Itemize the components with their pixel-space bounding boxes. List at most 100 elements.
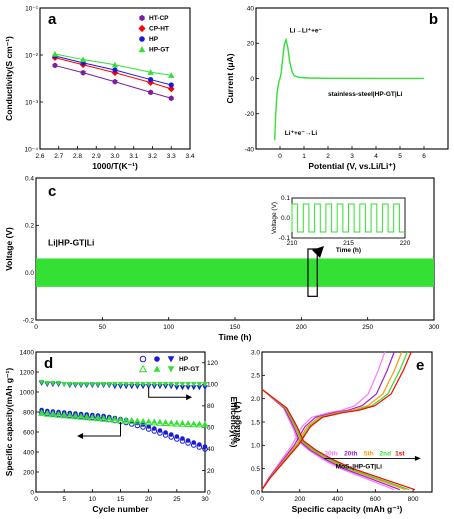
b-series-line: [274, 37, 424, 141]
d-x-axis-label: Cycle number: [92, 504, 149, 514]
a-data-point: [148, 76, 154, 83]
e-y-tick-label: 0.0: [251, 489, 260, 496]
e-legend-label: 1st: [395, 451, 405, 458]
d-data-point: [157, 418, 163, 424]
b-y-tick-label: -20: [245, 111, 255, 118]
c-inset-x-tick-label: 220: [400, 240, 411, 247]
d-data-point: [106, 382, 112, 388]
panel-b: 0 1 2 3 4 5 6 -40 -20 0 20 40 b Potential (V, vs.Li/L…: [225, 5, 449, 171]
c-inset-square-wave: [291, 203, 405, 233]
b-y-tick-label: -40: [245, 146, 255, 153]
c-x-tick-label: 250: [362, 324, 373, 331]
d-data-point: [151, 382, 158, 388]
a-legend-label: HP: [149, 36, 159, 43]
d-data-point: [44, 409, 51, 415]
d-data-point: [190, 385, 197, 391]
b-x-tick-label: 4: [374, 153, 378, 160]
d-data-point: [179, 385, 186, 391]
a-x-tick-label: 2.9: [92, 153, 101, 160]
d-data-point: [61, 382, 67, 388]
e-y-tick-label: 2.5: [251, 373, 260, 380]
d-data-point: [55, 380, 62, 386]
d-data-point: [78, 382, 84, 388]
d-data-point: [44, 380, 51, 386]
e-x-tick-label: 400: [332, 496, 343, 503]
d-data-point: [174, 385, 180, 391]
b-annotation-reduction: Li⁺+e⁻→Li: [285, 130, 318, 137]
b-y-axis-label: Current (μA): [225, 53, 235, 103]
d-data-point: [190, 382, 197, 388]
d-data-point: [106, 415, 112, 421]
d-data-point: [112, 415, 118, 421]
d-y-tick-label: 1400: [20, 349, 35, 356]
d-legend-marker: [154, 356, 160, 362]
d-y-tick-label: 800: [23, 409, 34, 416]
b-panel-letter: b: [429, 11, 438, 28]
a-y-axis-label: Conductivity(S cm⁻¹): [4, 36, 14, 121]
a-x-axis-label: 1000/T(K⁻¹): [92, 161, 138, 171]
d-data-point: [67, 411, 73, 417]
e-charge-curve: [261, 351, 412, 491]
d-legend-label: HP-GT: [179, 366, 199, 373]
d-data-point: [140, 417, 146, 423]
d-y2-tick-label: 80: [207, 403, 215, 410]
d-y2-tick-label: 20: [207, 468, 215, 475]
d-data-point: [50, 380, 56, 386]
d-data-point: [100, 382, 107, 388]
c-inset-y-tick-label: -0.1: [279, 235, 291, 242]
d-x-tick-label: 30: [201, 496, 209, 503]
c-inset-y-tick-label: 0.1: [281, 195, 290, 202]
b-x-tick-label: 3: [350, 153, 354, 160]
a-data-point: [111, 61, 119, 68]
d-data-point: [89, 413, 96, 419]
d-data-point: [134, 417, 141, 423]
c-y-tick-label: 0.2: [25, 223, 34, 230]
c-x-tick-label: 100: [163, 324, 174, 331]
d-y-tick-label: 600: [23, 429, 34, 436]
panel-d: 0 5 10 15 20 25 300200400600800100012001400020…: [4, 349, 239, 514]
d-data-point: [202, 382, 208, 388]
d-data-point: [185, 438, 191, 443]
d-y-axis-label: Specific capacity(mAh g⁻¹): [4, 368, 14, 477]
a-y-tick-label: 10⁻¹: [25, 5, 39, 12]
d-data-point: [185, 382, 191, 388]
d-data-point: [180, 436, 185, 441]
c-inset-x-tick-label: 215: [343, 240, 354, 247]
e-x-tick-label: 600: [370, 496, 381, 503]
a-data-point: [148, 89, 154, 96]
d-legend-marker: [138, 364, 148, 373]
e-panel-letter: e: [416, 357, 424, 374]
d-data-point: [202, 385, 208, 391]
b-annotation-oxidation: Li→Li⁺+e⁻: [290, 28, 323, 35]
b-y-tick-label: 0: [250, 76, 254, 83]
e-legend-label: 30th: [324, 451, 337, 458]
d-data-point: [179, 420, 186, 426]
d-data-point: [112, 382, 118, 388]
a-data-point: [112, 78, 118, 85]
e-x-axis-label: Specific capacity (mAh g⁻¹): [292, 504, 403, 514]
d-y-tick-label: 1000: [20, 389, 35, 396]
b-y-tick-label: 20: [247, 41, 255, 48]
e-discharge-curve: [261, 388, 410, 491]
d-y2-axis-label: Efficency(%): [229, 396, 239, 447]
a-legend-marker: [139, 14, 145, 22]
d-y2-tick-label: 60: [207, 425, 215, 432]
c-cell-label: Li|HP-GT|Li: [48, 237, 94, 247]
b-x-tick-label: 0: [278, 153, 282, 160]
b-y-tick-label: 40: [247, 5, 255, 12]
d-left-axis-arrowhead: [77, 433, 84, 439]
e-y-axis-label: Vatage (V): [232, 401, 242, 442]
c-voltage-band: [36, 258, 434, 287]
c-x-tick-label: 0: [34, 324, 38, 331]
e-legend-arrowhead: [414, 455, 421, 461]
c-inset-x-axis-label: Time (h): [336, 247, 361, 254]
a-x-tick-label: 2.8: [73, 153, 82, 160]
d-data-point: [61, 411, 67, 417]
a-x-tick-label: 2.6: [35, 153, 44, 160]
d-data-point: [174, 434, 180, 439]
e-x-tick-label: 0: [260, 496, 264, 503]
d-data-point: [129, 417, 135, 423]
c-inset-y-tick-label: 0.0: [281, 215, 290, 222]
a-data-point: [80, 69, 86, 76]
d-data-point: [202, 444, 208, 449]
